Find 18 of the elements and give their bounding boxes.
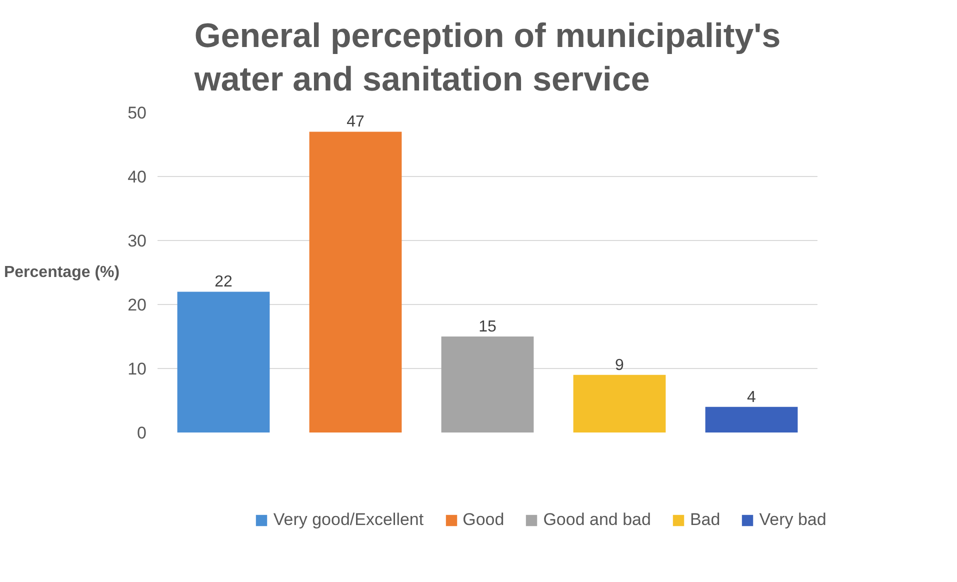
y-tick-label: 40 (128, 168, 147, 186)
legend-label: Good and bad (543, 510, 651, 530)
data-label: 15 (478, 318, 496, 336)
legend-label: Very good/Excellent (273, 510, 424, 530)
data-label: 22 (214, 274, 232, 291)
legend-label: Very bad (759, 510, 826, 530)
chart-title: General perception of municipality's water and sanitation service (193, 16, 781, 98)
y-tick-label: 50 (128, 104, 147, 122)
y-tick-label: 10 (128, 360, 147, 378)
legend-label: Bad (690, 510, 720, 530)
y-tick-label: 30 (128, 232, 147, 250)
y-tick-label: 20 (128, 296, 147, 314)
y-tick-label: 0 (137, 424, 147, 442)
legend-label: Good (462, 510, 504, 530)
data-label: 4 (747, 388, 756, 406)
data-label: 9 (615, 356, 624, 374)
y-axis-title: Percentage (%) (4, 264, 120, 281)
data-label: 47 (346, 114, 364, 131)
